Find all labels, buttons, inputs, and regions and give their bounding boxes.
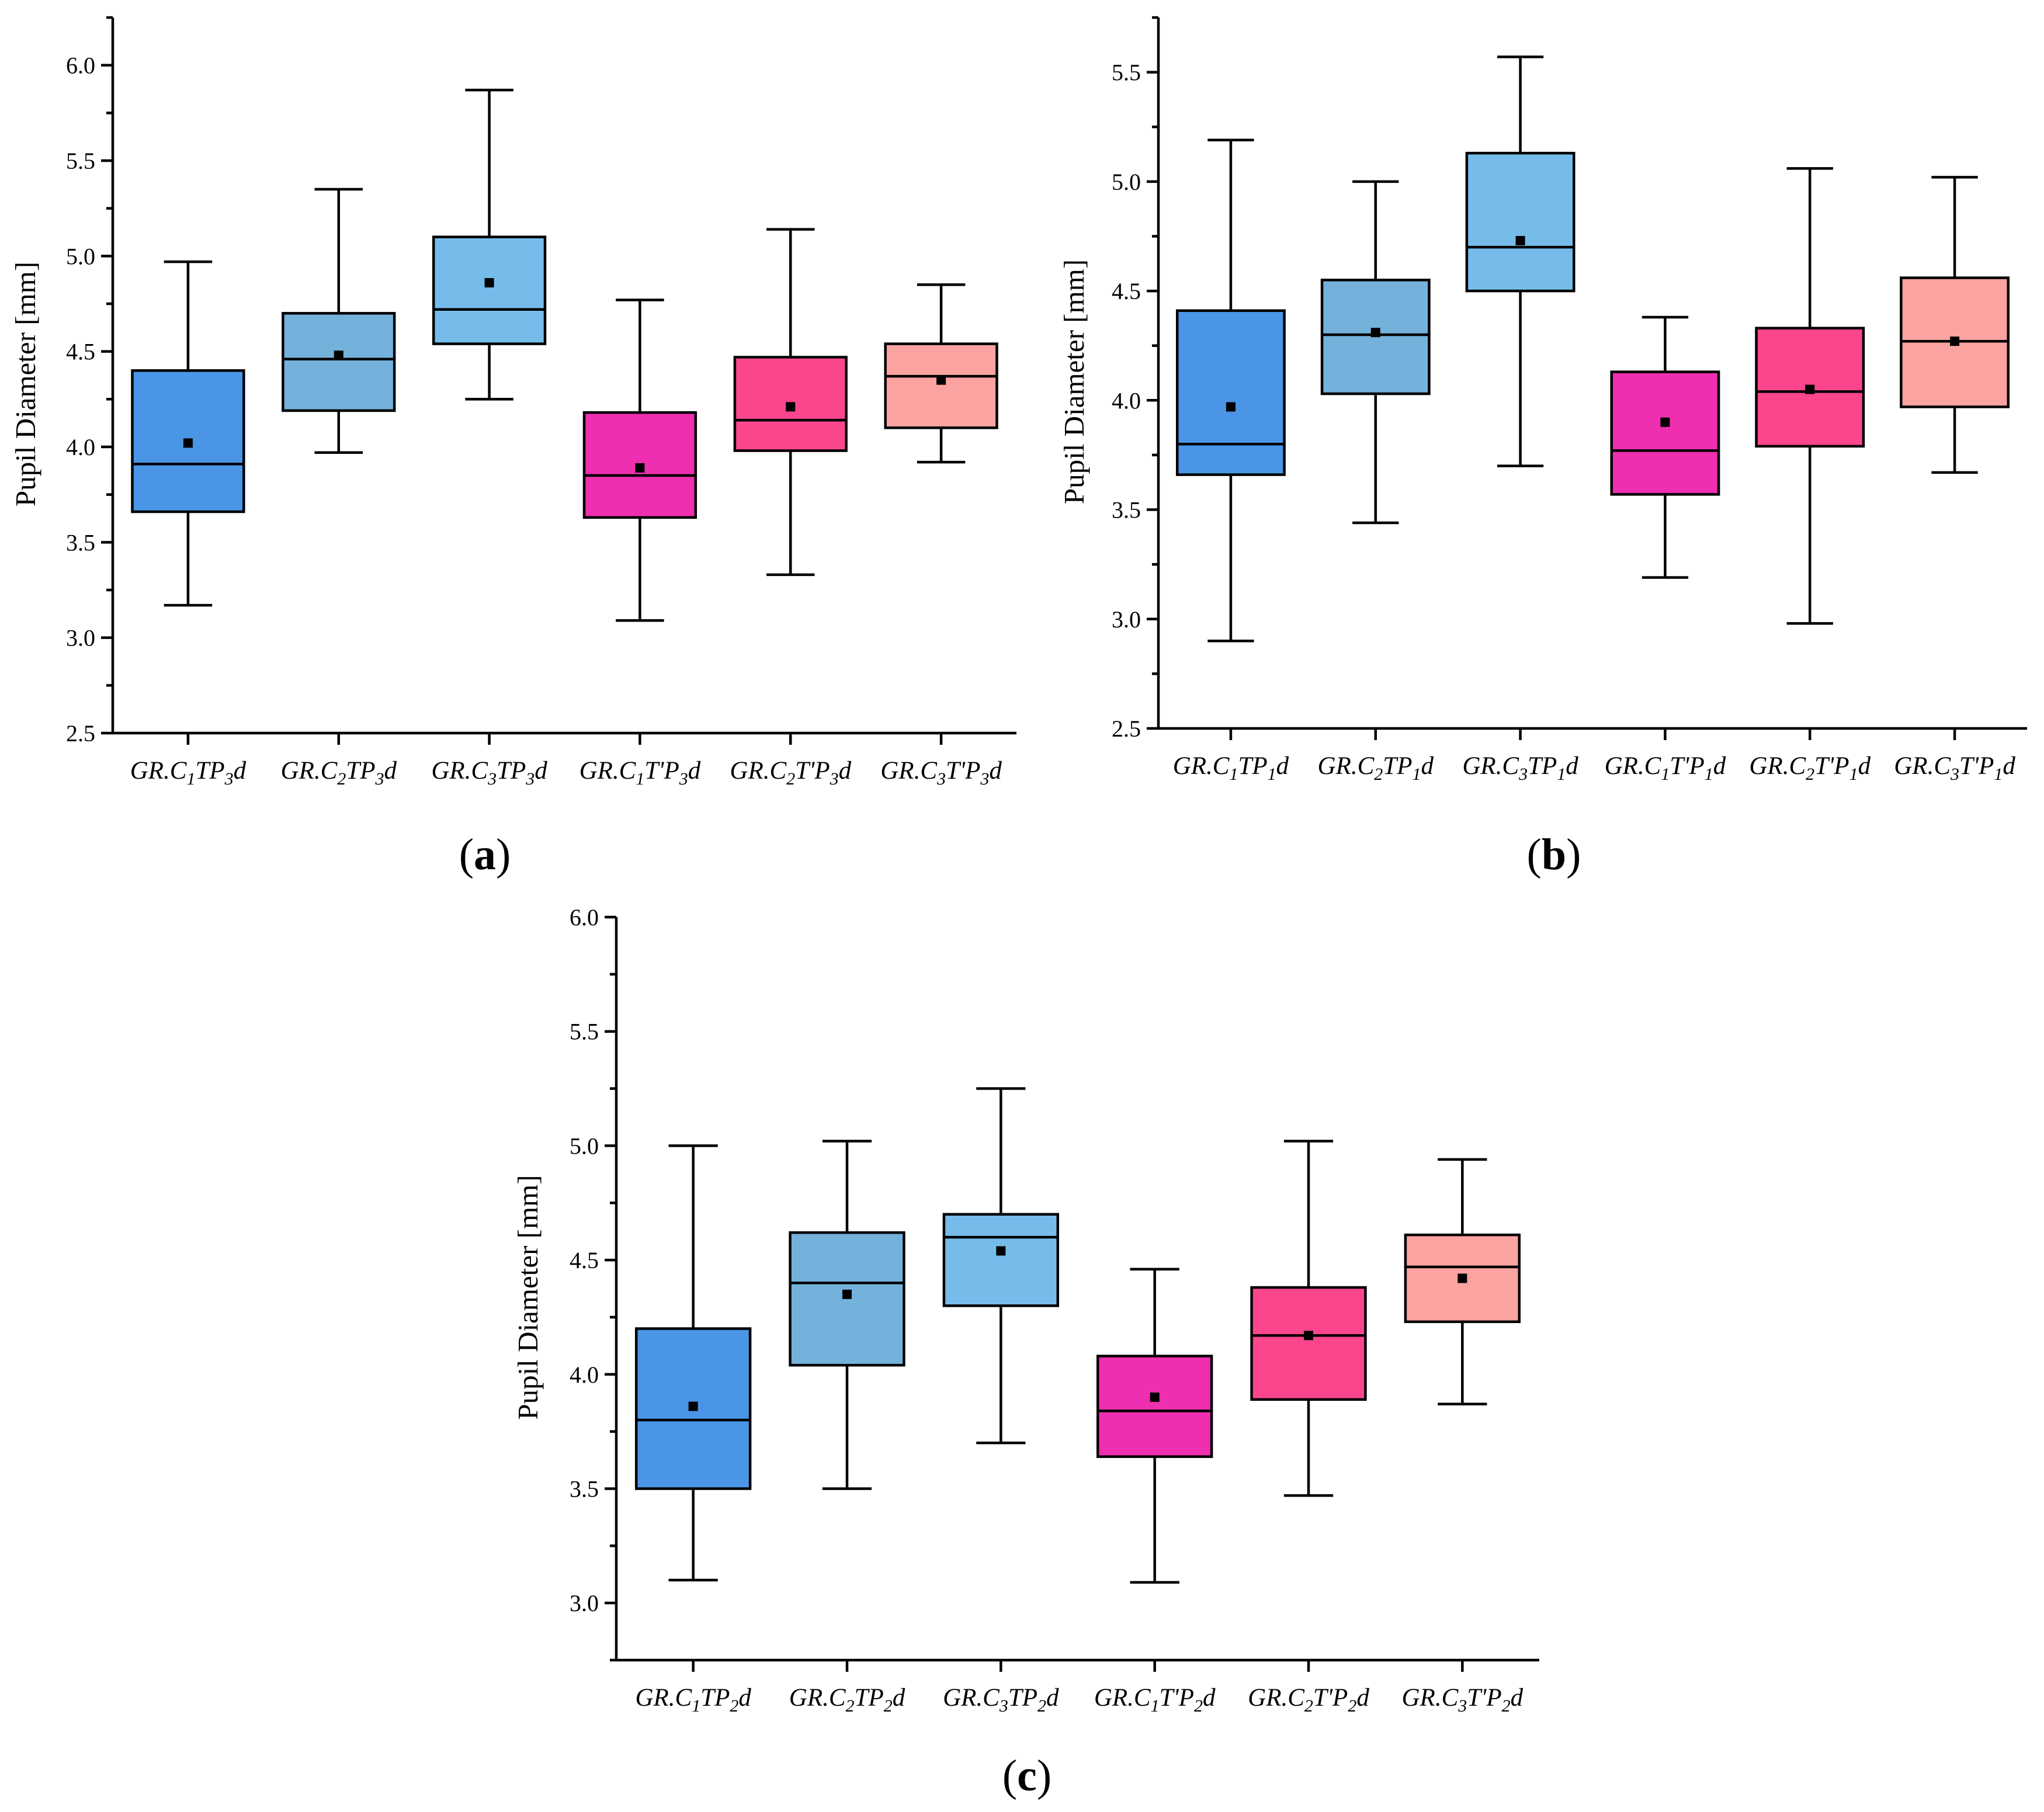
box-group [733,228,848,577]
y-tick-label: 4.5 [570,1247,599,1273]
iqr-box [1465,151,1575,293]
x-tick-label: GR.C2T'P1d [1749,752,1871,784]
mean-marker [183,438,193,448]
x-tick-label: GR.C1TP3d [130,757,247,789]
x-tick-label: GR.C1T'P2d [1094,1684,1216,1716]
mean-marker [688,1401,698,1411]
x-tick-label: GR.C3T'P3d [880,757,1002,789]
box-group [1755,167,1865,625]
mean-marker [786,402,796,412]
y-axis-title: Pupil Diameter [mm] [512,1175,544,1419]
x-tick-label: GR.C3T'P2d [1402,1684,1524,1716]
y-tick-label: 5.5 [570,1019,599,1045]
mean-marker [1150,1392,1160,1402]
x-tick-label: GR.C3TP3d [431,757,547,789]
mean-marker [936,375,946,385]
y-tick-label: 4.0 [1112,387,1141,414]
box-group [789,1140,905,1490]
mean-marker [334,350,343,360]
y-tick-label: 4.5 [1112,278,1141,304]
box-group [634,1144,752,1582]
chart-panel-b: 2.5 3.0 3.5 4.0 4.5 5.0 5.5 Pupil Diameter [mm]… [1058,16,2027,879]
y-tick-label: 6.0 [570,904,599,931]
box-group [1096,1268,1213,1584]
mean-marker [1304,1331,1313,1341]
mean-marker [1515,235,1525,245]
mean-marker [996,1246,1006,1256]
box-group [131,260,245,607]
mean-marker [1370,328,1380,338]
box-group [1320,180,1431,525]
x-tick-label: GR.C2T'P2d [1248,1684,1369,1716]
y-tick-label: 4.0 [570,1362,599,1388]
iqr-box [1096,1355,1213,1458]
mean-marker [1226,402,1236,412]
chart-panel-c: 3.0 3.5 4.0 4.5 5.0 5.5 6.0 Pupil Diameter [mm]… [512,904,1539,1800]
box-group [1250,1140,1367,1497]
iqr-box [1610,370,1720,496]
iqr-box [1250,1286,1367,1401]
y-tick-label: 3.5 [66,529,95,556]
y-tick-label: 2.5 [1112,716,1141,742]
x-tick-label: GR.C1TP2d [635,1684,751,1716]
mean-marker [484,278,494,288]
mean-marker [1950,336,1960,346]
box-group [884,283,998,464]
box-group [582,298,697,622]
y-tick-label: 4.0 [66,434,95,460]
y-tick-label: 2.5 [66,720,95,747]
panel-label: (c) [1002,1751,1052,1800]
x-tick-label: GR.C2TP1d [1318,752,1434,784]
y-tick-label: 6.0 [66,53,95,79]
x-tick-label: GR.C1T'P1d [1605,752,1726,784]
chart-panel-a: 2.5 3.0 3.5 4.0 4.5 5.0 5.5 6.0 Pupil Diameter [… [9,16,1016,879]
y-tick-label: 3.5 [570,1476,599,1502]
y-tick-label: 3.0 [66,625,95,651]
box-group [1175,138,1286,643]
iqr-box [942,1213,1060,1307]
x-tick-label: GR.C3TP1d [1462,752,1578,784]
y-tick-label: 5.0 [570,1133,599,1159]
box-group [282,188,396,454]
y-tick-label: 5.0 [1112,169,1141,195]
y-axis-title: Pupil Diameter [mm] [1058,259,1090,504]
box-group [1465,55,1575,467]
y-tick-label: 4.5 [66,339,95,365]
x-tick-label: GR.C1TP1d [1173,752,1289,784]
y-tick-label: 3.0 [570,1590,599,1616]
x-tick-label: GR.C2TP3d [281,757,397,789]
box-group [1900,176,2010,474]
y-tick-label: 3.5 [1112,497,1141,523]
y-tick-label: 5.5 [1112,60,1141,86]
box-group [432,88,547,401]
x-tick-label: GR.C3T'P1d [1894,752,2015,784]
y-tick-label: 5.0 [66,243,95,269]
mean-marker [1805,384,1815,394]
mean-marker [1457,1273,1467,1283]
iqr-box [1175,309,1286,476]
mean-marker [1660,417,1670,427]
iqr-box [282,312,396,412]
x-tick-label: GR.C3TP2d [943,1684,1059,1716]
iqr-box [884,342,998,429]
box-group [1404,1158,1521,1405]
y-tick-label: 3.0 [1112,606,1141,633]
y-tick-label: 5.5 [66,148,95,174]
iqr-box [432,235,547,345]
box-group [942,1087,1060,1445]
panel-label: (b) [1527,830,1581,879]
x-tick-label: GR.C2TP2d [789,1684,905,1716]
box-group [1610,315,1720,579]
mean-marker [842,1289,852,1299]
y-axis-title: Pupil Diameter [mm] [9,262,41,506]
mean-marker [635,463,645,473]
x-tick-label: GR.C1T'P3d [579,757,701,789]
x-tick-label: GR.C2T'P3d [730,757,851,789]
panel-label: (a) [459,830,511,879]
